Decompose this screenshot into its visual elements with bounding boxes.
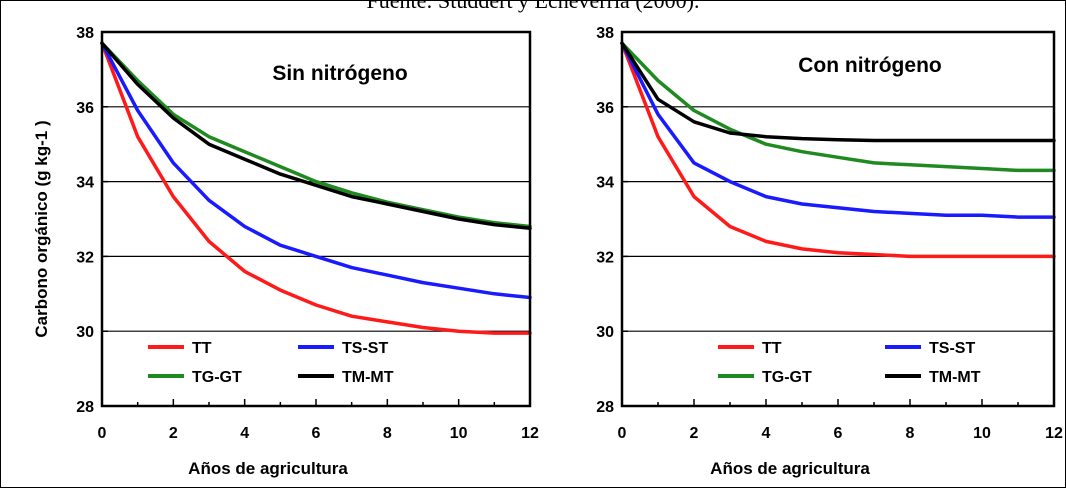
panel1-series-tm-mt (100, 41, 532, 231)
panel1-legend-label-tt: TT (192, 340, 212, 357)
panel2-ytick-label: 30 (596, 324, 614, 341)
panel2-ytick-label: 34 (596, 175, 614, 192)
panel1-xtick-label: 10 (450, 425, 468, 442)
panel1-series-tg-gt (100, 41, 532, 229)
panel1-ytick-label: 36 (76, 100, 94, 117)
panel2-title: Con nitrógeno (798, 54, 941, 77)
panel1-ytick-label: 28 (76, 399, 94, 416)
panel2-ytick-label: 32 (596, 249, 614, 266)
panel2-xtick-label: 8 (906, 425, 915, 442)
panel2-plot-area (622, 32, 1054, 406)
panel2-xtick-label: 0 (618, 425, 627, 442)
panel1-ytick-label: 32 (76, 249, 94, 266)
panel2-xlabel: Años de agricultura (710, 459, 870, 478)
panel2-legend-label-tg-gt: TG-GT (762, 369, 812, 386)
panel1-ytick-label: 38 (76, 25, 94, 42)
panel1-title: Sin nitrógeno (272, 62, 407, 85)
panel2-series-tg-gt (620, 41, 1056, 173)
panel1-legend-label-tg-gt: TG-GT (192, 369, 242, 386)
panel2-ytick-label: 36 (596, 100, 614, 117)
panel2-xtick-label: 10 (973, 425, 991, 442)
panel2-xtick-label: 2 (690, 425, 699, 442)
panel1-legend-label-ts-st: TS-ST (342, 340, 388, 357)
panel1-xtick-label: 8 (383, 425, 392, 442)
panel2-ytick-label: 28 (596, 399, 614, 416)
panel1-ylabel: Carbono orgánico (g kg-1 ) (32, 120, 51, 337)
panel1-ytick-label: 30 (76, 324, 94, 341)
panel1-xtick-label: 2 (169, 425, 178, 442)
panel1-legend-label-tm-mt: TM-MT (342, 369, 394, 386)
panel1-xtick-label: 12 (521, 425, 539, 442)
panel2-series-tm-mt (620, 41, 1056, 143)
figure-caption: Fuente: Studdert y Echeverría (2000). (366, 0, 700, 13)
panel2-xtick-label: 6 (834, 425, 843, 442)
panel1-xtick-label: 4 (240, 425, 249, 442)
panel1-xtick-label: 6 (312, 425, 321, 442)
panel2-legend-label-ts-st: TS-ST (929, 340, 975, 357)
panel2-legend-label-tt: TT (762, 340, 782, 357)
panel2-series-tt (620, 41, 1056, 259)
panel1-xlabel: Años de agricultura (188, 459, 348, 478)
panel2-series-ts-st (620, 41, 1056, 219)
panel1-xtick-label: 0 (98, 425, 107, 442)
panel1-series-ts-st (100, 41, 532, 300)
panel1-series-tt (100, 41, 532, 335)
panel1-ytick-label: 34 (76, 175, 94, 192)
panel2-legend-label-tm-mt: TM-MT (929, 369, 981, 386)
panel2-xtick-label: 12 (1045, 425, 1063, 442)
panel2-xtick-label: 4 (762, 425, 771, 442)
panel2-ytick-label: 38 (596, 25, 614, 42)
